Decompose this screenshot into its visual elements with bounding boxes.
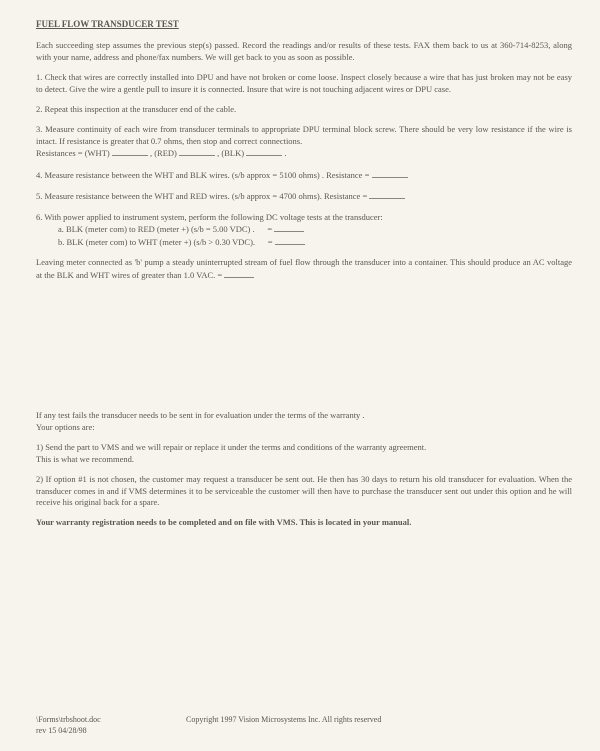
step-3-text: 3. Measure continuity of each wire from … (36, 124, 572, 145)
step-6b-text: b. BLK (meter com) to WHT (meter +) (s/b… (58, 237, 255, 247)
step-1: 1. Check that wires are correctly instal… (36, 72, 572, 95)
step-3-res-end: . (284, 148, 286, 158)
option-1: 1) Send the part to VMS and we will repa… (36, 442, 572, 465)
step-6: 6. With power applied to instrument syst… (36, 212, 572, 248)
step-4-text: 4. Measure resistance between the WHT an… (36, 170, 369, 180)
blank-step4[interactable] (372, 169, 408, 178)
step-6a-eq: = (267, 224, 272, 234)
step-2: 2. Repeat this inspection at the transdu… (36, 104, 572, 115)
blank-wht[interactable] (112, 147, 148, 156)
step-6b-eq: = (268, 237, 273, 247)
option-2: 2) If option #1 is not chosen, the custo… (36, 474, 572, 508)
document-page: FUEL FLOW TRANSDUCER TEST Each succeedin… (0, 0, 600, 751)
step-6a-text: a. BLK (meter com) to RED (meter +) (s/b… (58, 224, 255, 234)
step-3-res-mid2: , (BLK) (217, 148, 244, 158)
step-6b: b. BLK (meter com) to WHT (meter +) (s/b… (58, 237, 305, 247)
warranty-note: Your warranty registration needs to be c… (36, 517, 572, 528)
step-5: 5. Measure resistance between the WHT an… (36, 190, 572, 202)
footer-left: \Forms\trbshoot.doc rev 15 04/28/98 (36, 715, 176, 737)
leaving-paragraph: Leaving meter connected as 'b' pump a st… (36, 257, 572, 281)
footer: \Forms\trbshoot.doc rev 15 04/28/98 Copy… (36, 715, 572, 737)
blank-blk[interactable] (246, 147, 282, 156)
blank-step5[interactable] (369, 190, 405, 199)
step-6-text: 6. With power applied to instrument syst… (36, 212, 383, 222)
option-1-note: This is what we recommend. (36, 454, 134, 464)
step-3-res-mid1: , (RED) (150, 148, 177, 158)
blank-step6b[interactable] (275, 236, 305, 245)
step-6a: a. BLK (meter com) to RED (meter +) (s/b… (58, 224, 304, 234)
leaving-text: Leaving meter connected as 'b' pump a st… (36, 257, 572, 279)
footer-rev: rev 15 04/28/98 (36, 726, 87, 735)
fail-line1: If any test fails the transducer needs t… (36, 410, 365, 420)
intro-paragraph: Each succeeding step assumes the previou… (36, 40, 572, 63)
blank-red[interactable] (179, 147, 215, 156)
step-4: 4. Measure resistance between the WHT an… (36, 169, 572, 181)
blank-step6a[interactable] (274, 223, 304, 232)
fail-intro: If any test fails the transducer needs t… (36, 410, 572, 433)
blank-space (36, 290, 572, 410)
page-title: FUEL FLOW TRANSDUCER TEST (36, 18, 572, 30)
step-5-text: 5. Measure resistance between the WHT an… (36, 191, 367, 201)
footer-copyright: Copyright 1997 Vision Microsystems Inc. … (176, 715, 572, 737)
step-3: 3. Measure continuity of each wire from … (36, 124, 572, 159)
option-1-text: 1) Send the part to VMS and we will repa… (36, 442, 426, 452)
fail-line2: Your options are: (36, 422, 95, 432)
step-3-res-pre: Resistances = (WHT) (36, 148, 110, 158)
blank-leaving[interactable] (224, 269, 254, 278)
footer-path: \Forms\trbshoot.doc (36, 715, 101, 724)
